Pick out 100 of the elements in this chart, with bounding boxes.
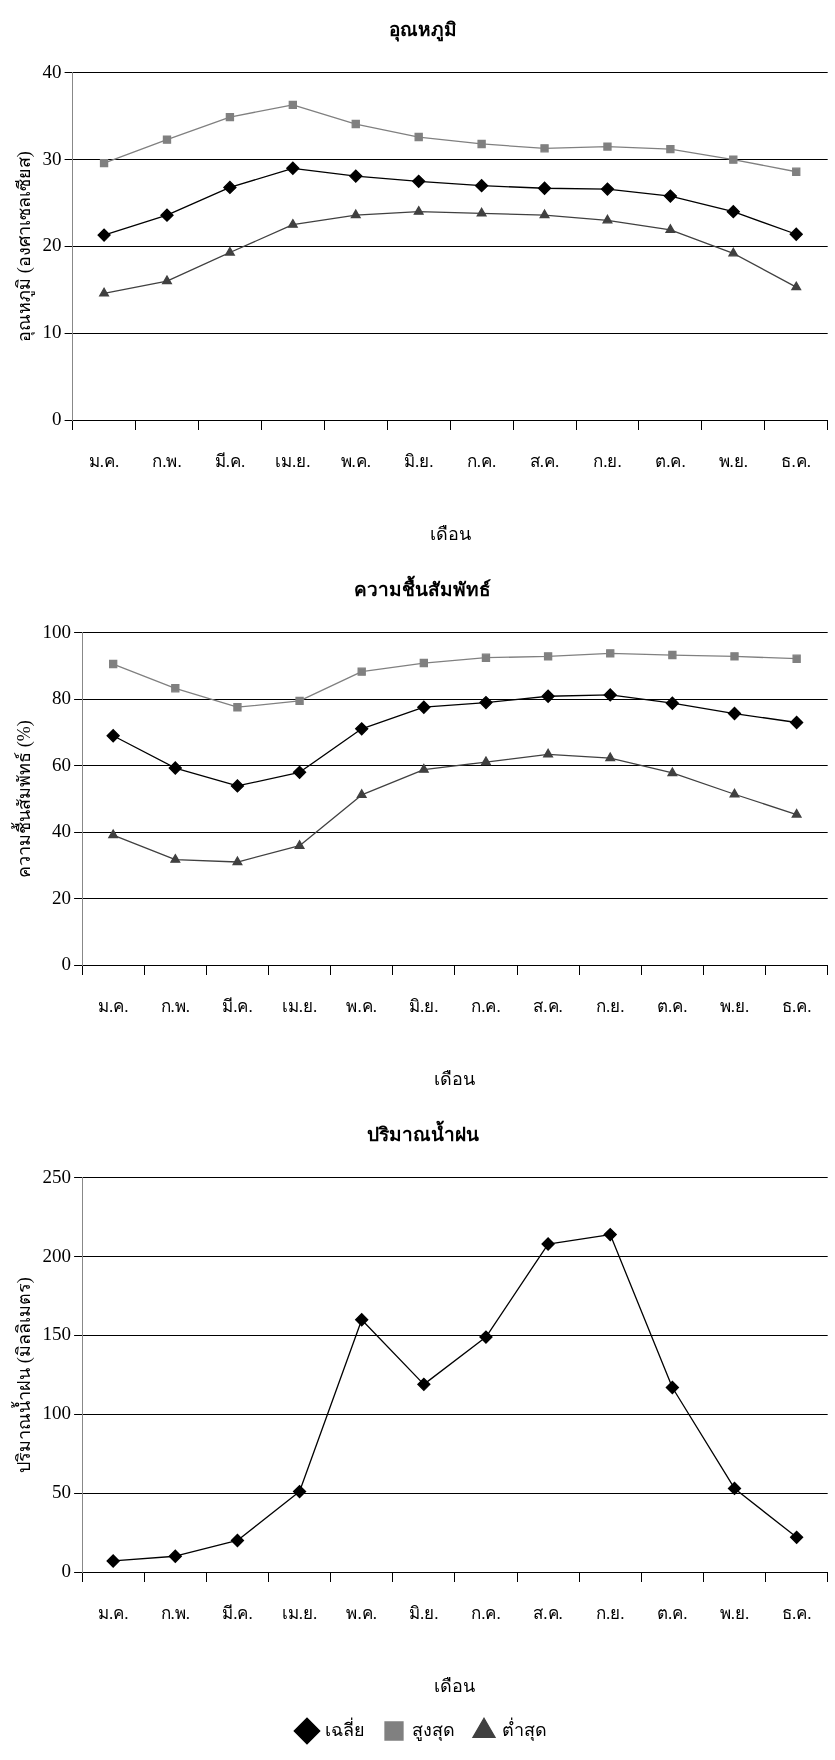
x-tick-label: ต.ค. — [657, 1603, 688, 1623]
point — [351, 119, 360, 129]
x-tick-label: มิ.ย. — [403, 451, 434, 471]
y-tick-label: 20 — [42, 234, 62, 256]
x-tick-label: ธ.ค. — [781, 996, 812, 1016]
x-tick-label: ม.ค. — [97, 996, 129, 1016]
point — [543, 748, 554, 758]
point — [728, 247, 739, 257]
point — [792, 654, 801, 663]
point — [108, 659, 118, 669]
y-tick-label: 10 — [42, 321, 62, 343]
x-tick-label: ม.ค. — [88, 451, 120, 471]
point — [355, 722, 369, 736]
point — [605, 752, 616, 762]
y-tick-label: 150 — [42, 1323, 72, 1345]
point — [727, 706, 742, 721]
point — [106, 729, 120, 743]
point — [543, 652, 553, 661]
point — [355, 1313, 369, 1327]
x-tick-label: มี.ค. — [214, 451, 246, 471]
x-tick-label: เม.ย. — [281, 996, 318, 1016]
y-tick-label: 30 — [42, 147, 62, 169]
x-tick-label: ส.ค. — [533, 996, 563, 1016]
chart-title: ความชื้นสัมพัทธ์ — [354, 575, 491, 601]
point — [292, 765, 307, 779]
point — [294, 840, 305, 849]
point — [476, 207, 487, 217]
x-tick-label: ส.ค. — [533, 1603, 563, 1623]
x-tick-label: ธ.ค. — [781, 451, 811, 471]
y-tick-label: 100 — [42, 1402, 72, 1424]
point — [287, 219, 298, 228]
point — [541, 689, 555, 703]
y-tick-label: 80 — [52, 687, 72, 709]
x-tick-label: พ.ค. — [340, 451, 372, 471]
point — [479, 695, 493, 710]
point — [108, 829, 119, 839]
y-tick-label: 20 — [52, 886, 72, 908]
point — [168, 761, 182, 775]
x-tick-label: ก.พ. — [160, 1603, 191, 1623]
point — [665, 696, 680, 710]
point — [230, 1533, 245, 1548]
chart-title: อุณหภูมิ — [388, 19, 457, 43]
point — [667, 767, 678, 777]
legend-label: สูงสุด — [412, 1719, 455, 1741]
x-tick-label: มี.ค. — [222, 996, 253, 1016]
y-tick-label: 200 — [42, 1244, 72, 1266]
point — [603, 1227, 617, 1242]
x-tick-label: พ.ค. — [346, 1603, 377, 1623]
x-tick-label: เม.ย. — [275, 451, 311, 471]
x-axis-title: เดือน — [429, 523, 471, 544]
point — [412, 174, 426, 188]
point — [233, 703, 242, 712]
point — [97, 228, 111, 242]
point — [106, 1554, 120, 1568]
point — [230, 779, 245, 793]
point — [665, 1380, 680, 1395]
x-tick-label: พ.ย. — [719, 996, 750, 1016]
point — [171, 684, 180, 693]
x-tick-label: ก.พ. — [152, 451, 182, 471]
point — [292, 1484, 307, 1499]
point — [479, 1330, 493, 1344]
point — [600, 182, 615, 196]
x-tick-label: พ.ค. — [346, 996, 377, 1016]
point — [792, 167, 801, 176]
y-tick-label: 40 — [42, 60, 62, 82]
x-tick-label: ม.ค. — [97, 1603, 129, 1623]
x-tick-label: ก.ค. — [471, 996, 501, 1016]
point — [603, 142, 612, 151]
x-tick-label: ก.ค. — [471, 1603, 501, 1623]
point — [729, 788, 740, 798]
point — [225, 112, 235, 122]
y-tick-label: 40 — [52, 820, 72, 842]
point — [418, 764, 429, 773]
legend-label: เฉลี่ย — [325, 1716, 365, 1740]
point — [99, 287, 110, 297]
x-axis-title: เดือน — [434, 1675, 476, 1696]
y-tick-label: 60 — [52, 753, 72, 775]
point — [417, 700, 431, 714]
x-tick-label: พ.ย. — [719, 1603, 750, 1623]
point — [288, 100, 298, 110]
point — [349, 169, 363, 183]
x-tick-label: ธ.ค. — [781, 1603, 812, 1623]
y-axis-title: ความชื้นสัมพัทธ์ (%) — [10, 720, 35, 878]
point — [541, 1237, 555, 1251]
x-tick-label: ก.ย. — [595, 996, 625, 1016]
point — [162, 135, 172, 144]
point — [665, 224, 676, 234]
point — [730, 652, 739, 661]
point — [791, 808, 802, 818]
x-tick-label: พ.ย. — [718, 451, 749, 471]
y-tick-label: 0 — [52, 407, 62, 429]
point — [286, 161, 300, 175]
point — [160, 208, 174, 222]
point — [99, 158, 109, 168]
x-tick-label: ก.ย. — [595, 1603, 625, 1623]
point — [666, 145, 675, 154]
point — [168, 1549, 182, 1563]
point — [606, 649, 615, 658]
point — [603, 688, 617, 702]
y-axis-title: อุณหภูมิ (องศาเซลเซียส) — [13, 151, 35, 342]
